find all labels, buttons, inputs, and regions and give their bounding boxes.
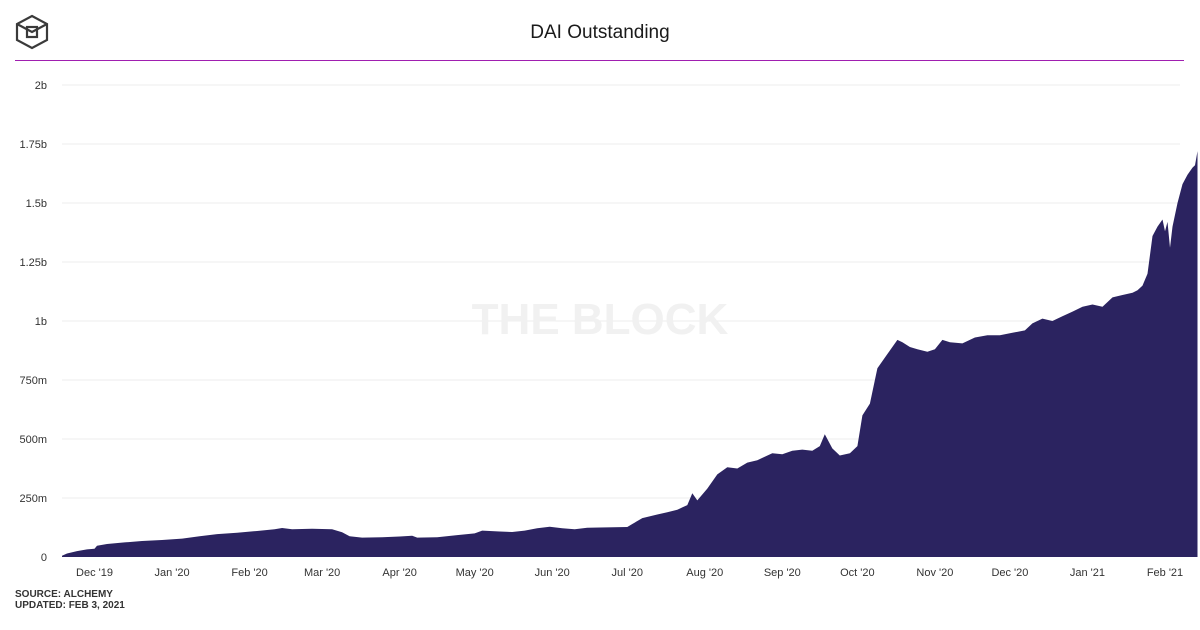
y-tick-label: 2b [35,80,47,92]
x-tick-label: Mar '20 [304,567,340,579]
x-tick-label: Nov '20 [916,567,953,579]
x-tick-label: Dec '19 [76,567,113,579]
dai-outstanding-area [62,151,1198,557]
x-tick-label: Jun '20 [535,567,570,579]
title-divider [15,60,1184,61]
y-tick-label: 1.25b [19,257,47,269]
x-tick-label: Jul '20 [612,567,643,579]
source-label: SOURCE: ALCHEMY [15,589,113,600]
x-tick-label: Sep '20 [764,567,801,579]
chart-footer: SOURCE: ALCHEMY UPDATED: FEB 3, 2021 [15,589,125,611]
watermark: THE BLOCK [472,295,729,344]
x-tick-label: Jan '20 [154,567,189,579]
x-tick-label: Oct '20 [840,567,875,579]
x-axis: Dec '19 Jan '20 Feb '20 Mar '20 Apr '20 May '… [76,567,1183,579]
x-tick-label: Jan '21 [1070,567,1105,579]
y-tick-label: 0 [41,552,47,564]
chart-title: DAI Outstanding [530,22,670,43]
x-tick-label: Dec '20 [991,567,1028,579]
the-block-cube-icon [15,14,49,50]
updated-label: UPDATED: FEB 3, 2021 [15,600,125,611]
y-tick-label: 250m [19,493,47,505]
x-tick-label: Apr '20 [382,567,417,579]
y-tick-label: 1b [35,316,47,328]
y-tick-label: 1.5b [26,198,47,210]
x-tick-label: Aug '20 [686,567,723,579]
y-axis: 0 250m 500m 750m 1b 1.25b 1.5b 1.75b 2b [19,80,47,564]
y-tick-label: 750m [19,375,47,387]
y-tick-label: 500m [19,434,47,446]
y-tick-label: 1.75b [19,139,47,151]
x-tick-label: May '20 [456,567,494,579]
x-tick-label: Feb '21 [1147,567,1183,579]
x-tick-label: Feb '20 [231,567,267,579]
